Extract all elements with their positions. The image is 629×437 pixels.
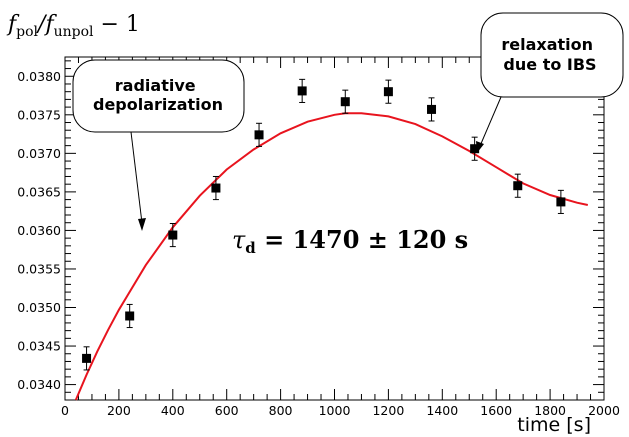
data-point (168, 230, 178, 240)
x-tick-label: 800 (269, 403, 293, 418)
y-tick-label: 0.0345 (17, 339, 61, 354)
data-points (82, 78, 566, 371)
x-tick-label: 1600 (480, 403, 512, 418)
tau-annotation: τd = 1470 ± 120 s (232, 225, 468, 257)
x-tick-label: 2000 (588, 403, 620, 418)
y-tick-label: 0.0340 (17, 377, 61, 392)
data-point (340, 97, 350, 107)
arrowhead-radiative (138, 218, 146, 231)
callout-text-radiative: radiative depolarization (93, 76, 223, 114)
data-point (383, 87, 393, 97)
y-tick-label: 0.0370 (17, 146, 61, 161)
data-point (82, 353, 92, 363)
y-tick-label: 0.0360 (17, 223, 61, 238)
x-tick-label: 1800 (534, 403, 566, 418)
data-point (513, 181, 523, 191)
x-tick-label: 1200 (372, 403, 404, 418)
data-point (470, 144, 480, 154)
y-axis-ticks: 0.0340 0.0345 0.0350 0.0355 0.0360 0.0365 0.03… (17, 60, 604, 393)
callout-arrow-relaxation (479, 96, 502, 147)
y-axis-label: fpol/funpol − 1 (6, 12, 140, 40)
x-axis-label: time [s] (517, 414, 591, 436)
x-tick-label: 1000 (319, 403, 351, 418)
x-tick-label: 200 (107, 403, 131, 418)
fit-curve (74, 112, 589, 401)
x-tick-label: 1400 (426, 403, 458, 418)
y-tick-label: 0.0375 (17, 107, 61, 122)
callout-arrow-radiative (130, 131, 143, 224)
data-point (211, 183, 221, 193)
callout-box-radiative (72, 59, 245, 133)
data-point (297, 86, 307, 96)
x-tick-label: 400 (161, 403, 185, 418)
y-tick-label: 0.0380 (17, 69, 61, 84)
x-tick-label: 0 (61, 403, 69, 418)
data-point (556, 197, 566, 207)
data-point (427, 104, 437, 114)
y-tick-label: 0.0365 (17, 184, 61, 199)
callout-box-relaxation (480, 12, 624, 98)
callout-text-relaxation: relaxation due to IBS (501, 35, 598, 74)
y-tick-label: 0.0350 (17, 300, 61, 315)
x-tick-label: 600 (215, 403, 239, 418)
data-point (125, 311, 135, 321)
y-tick-label: 0.0355 (17, 261, 61, 276)
data-point (254, 130, 264, 140)
arrowhead-relaxation (476, 141, 484, 153)
